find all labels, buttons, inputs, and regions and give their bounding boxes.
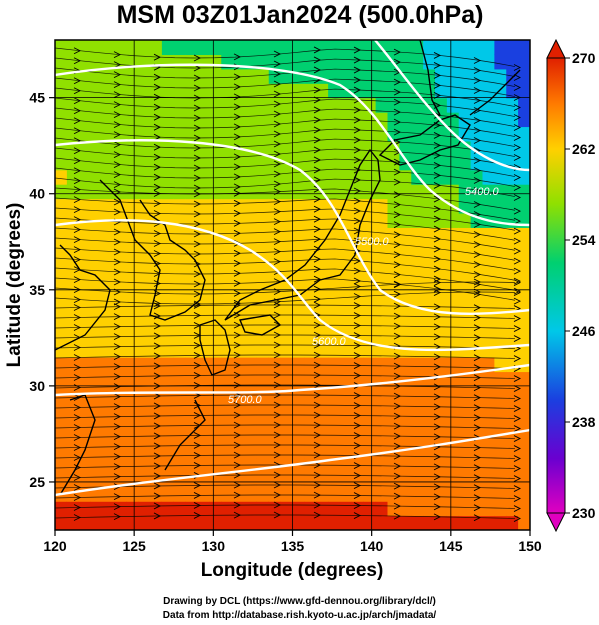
colorbar-tick-label: 270 xyxy=(572,50,596,66)
contour-5800 xyxy=(55,363,530,397)
contour-label: 5700.0 xyxy=(228,394,263,406)
colorbar-tick-label: 246 xyxy=(572,323,596,339)
colorbar-tick-label: 254 xyxy=(572,232,596,248)
credit-data: Data from http://database.rish.kyoto-u.a… xyxy=(162,610,437,621)
kyushu-coastline xyxy=(199,319,231,376)
contour-5600 xyxy=(55,139,530,315)
y-tick-label: 35 xyxy=(29,282,45,298)
contour-5500 xyxy=(55,63,530,227)
x-tick-label: 140 xyxy=(360,538,384,554)
x-tick-label: 120 xyxy=(43,538,67,554)
colorbar-tick-label: 238 xyxy=(572,414,596,430)
korea-coastline xyxy=(99,179,206,321)
x-axis-label: Longitude (degrees) xyxy=(201,560,384,581)
map-title: MSM 03Z01Jan2024 (500.0hPa) xyxy=(117,1,484,29)
y-tick-label: 25 xyxy=(29,474,45,490)
contour-label: 5500.0 xyxy=(355,236,390,248)
colorbar-tick-label: 230 xyxy=(572,505,596,521)
x-tick-label: 135 xyxy=(281,538,305,554)
hokkaido-coastline xyxy=(378,114,471,166)
wind-streamlines xyxy=(55,46,522,522)
colorbar-max-triangle xyxy=(546,38,566,59)
height-contours xyxy=(55,40,530,497)
contour-label: 5600.0 xyxy=(312,336,347,348)
y-tick-label: 30 xyxy=(29,378,45,394)
colorbar: 230 238 246 254 262 270 xyxy=(546,38,596,533)
credit-drawing: Drawing by DCL (https://www.gfd-dennou.o… xyxy=(163,596,436,607)
shikoku-coastline xyxy=(239,314,282,336)
y-tick-label: 45 xyxy=(29,90,45,106)
x-tick-label: 125 xyxy=(122,538,146,554)
contour-5900 xyxy=(55,428,530,497)
x-tick-label: 130 xyxy=(202,538,226,554)
y-tick-label: 40 xyxy=(29,186,45,202)
x-tick-label: 145 xyxy=(439,538,463,554)
colorbar-min-triangle xyxy=(546,512,566,533)
colorbar-gradient xyxy=(546,57,566,514)
y-axis-ticks: 25 30 35 40 45 xyxy=(29,90,55,490)
colorbar-ticks: 230 238 246 254 262 270 xyxy=(565,50,596,521)
x-tick-label: 150 xyxy=(518,538,542,554)
kurils-coastline xyxy=(469,69,521,116)
ryukyu-coastline xyxy=(164,399,206,471)
china-coastline xyxy=(55,244,111,496)
y-axis-label: Latitude (degrees) xyxy=(4,203,25,368)
contour-5400 xyxy=(374,40,530,172)
lat-lon-grid xyxy=(55,40,530,530)
contour-label: 5400.0 xyxy=(465,186,500,198)
x-axis-ticks: 120 125 130 135 140 145 150 xyxy=(43,530,542,554)
colorbar-tick-label: 262 xyxy=(572,141,596,157)
contour-5700 xyxy=(55,219,530,352)
